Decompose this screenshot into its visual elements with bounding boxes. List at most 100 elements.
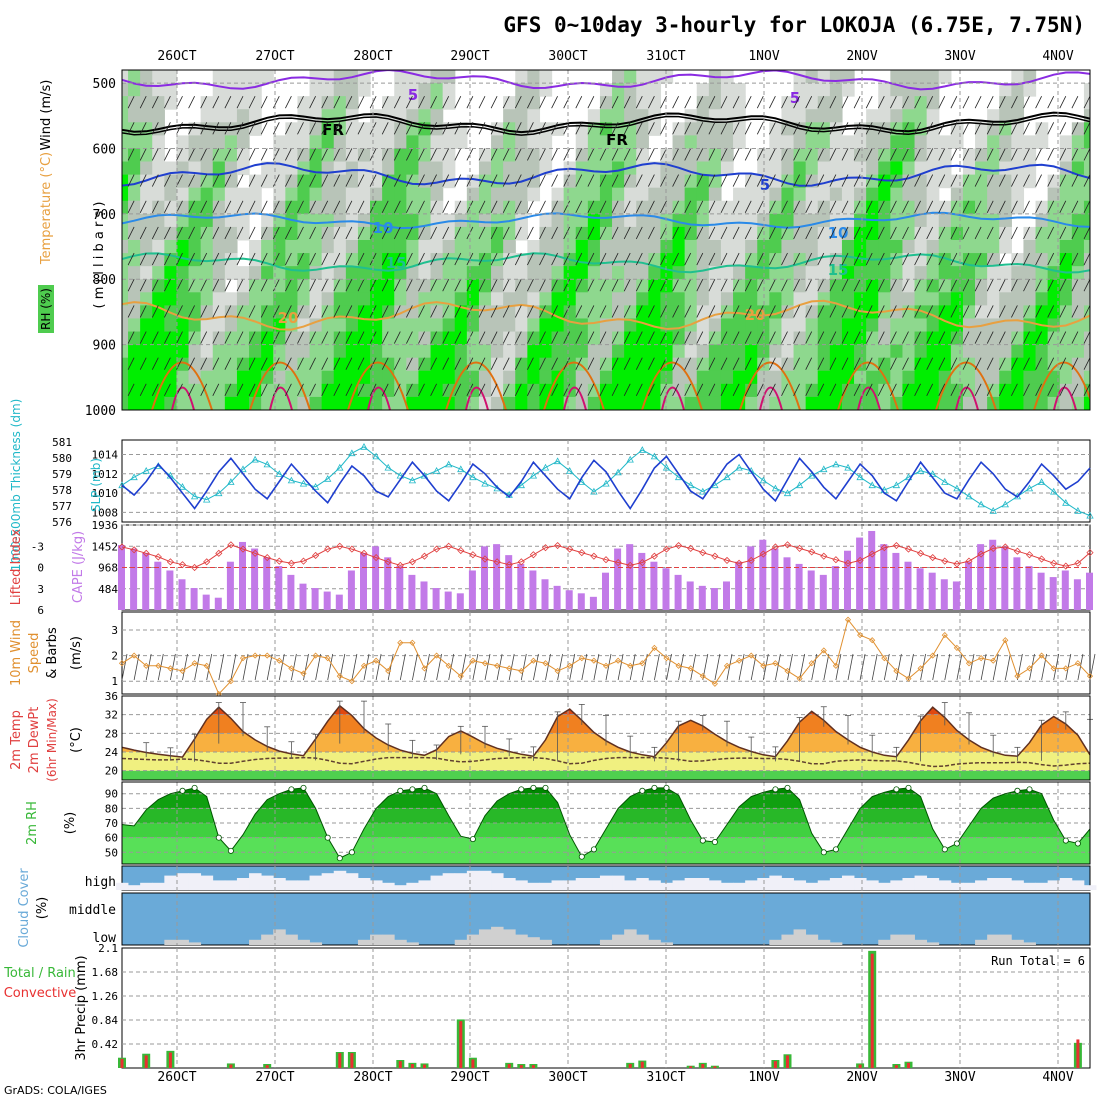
cape-bar-17 [323, 591, 331, 610]
rh-cell [902, 135, 916, 149]
rh-cell [333, 279, 347, 293]
rh-cell [345, 305, 359, 319]
cape-bar-79 [1073, 579, 1081, 610]
rh-cell [612, 70, 625, 84]
rh-cell [829, 213, 843, 228]
rh-cell [914, 266, 928, 280]
rh-cell [122, 174, 129, 189]
cloud-high-cell-40 [599, 875, 613, 890]
top-time-label-6: 1NOV [748, 49, 779, 64]
rh-cell [999, 135, 1012, 149]
rh-cell [321, 396, 335, 410]
cloud-high-cell-72 [987, 878, 1000, 890]
rh-cell [176, 213, 190, 228]
upper-wind-barb [285, 305, 292, 318]
rh-cell [962, 266, 976, 280]
upper-wind-barb [877, 357, 885, 370]
rh-cell [1059, 370, 1073, 385]
cape-bar-66 [916, 568, 924, 610]
upper-wind-barb [781, 357, 788, 370]
upper-wind-barb [502, 226, 510, 240]
rh-cell [648, 96, 662, 110]
upper-wind-barb [127, 148, 135, 161]
rh-point-45 [663, 784, 670, 791]
upper-wind-barb [188, 95, 195, 109]
precip-conv-bar-2 [144, 1055, 148, 1068]
rh-cell [854, 200, 867, 215]
rh-cell [975, 135, 988, 149]
rh-cell [757, 292, 770, 306]
rh-cell [122, 187, 129, 202]
rh-cell [854, 253, 867, 267]
rh-cell [866, 318, 879, 333]
rh-cell [793, 96, 807, 110]
upper-wind-barb [200, 279, 208, 292]
wind-point-47 [687, 665, 694, 672]
precip-conv-bar-62 [870, 953, 874, 1068]
upper-wind-barb [756, 174, 764, 187]
rh-cell [599, 292, 613, 306]
rh-cell [212, 161, 226, 176]
rh-cell [454, 240, 468, 254]
isotherm-25-lobe-0 [151, 361, 213, 410]
upper-wind-barb [333, 331, 341, 344]
upper-wind-barb [442, 331, 450, 344]
contour-label-3: FR [606, 131, 628, 149]
upper-wind-barb [490, 174, 498, 187]
rh-cell [829, 240, 843, 254]
rh-cell [224, 266, 238, 280]
upper-wind-barb [418, 305, 425, 318]
rh-cell [672, 148, 686, 163]
rh-cell [503, 305, 516, 319]
cape-bar-2 [142, 552, 150, 610]
rh-cell [587, 187, 601, 202]
cloud-high-cell-43 [636, 878, 649, 890]
upper-wind-barb [345, 226, 353, 240]
upper-wind-barb [1047, 305, 1055, 318]
upper-wind-barb [756, 331, 764, 344]
rh-cell [793, 187, 807, 202]
upper-wind-barb [393, 174, 401, 187]
precip-ytick-1: 0.84 [92, 1014, 119, 1027]
rh-cell [660, 305, 674, 319]
upper-wind-barb [1059, 252, 1067, 266]
rh-cell [612, 174, 625, 189]
upper-wind-barb [781, 279, 788, 292]
upper-wind-barb [502, 200, 510, 213]
li-point-61 [856, 556, 864, 564]
rh-cell [1035, 213, 1049, 228]
upper-wind-barb [635, 383, 643, 397]
wind-point-35 [542, 660, 549, 667]
rh-cell [733, 318, 746, 333]
rh-cell [914, 318, 928, 333]
rh-cell [829, 174, 843, 189]
upper-wind-barb [260, 95, 268, 109]
rh-cell [902, 187, 916, 202]
wind-barb-18 [339, 653, 346, 681]
rh-cell [382, 122, 395, 136]
rh-cell [224, 135, 238, 149]
rh-cell [261, 240, 274, 254]
upper-wind-barb [611, 357, 619, 370]
rh-cell [660, 331, 674, 346]
rh-cell [612, 240, 625, 254]
rh-cell [587, 318, 601, 333]
rh-cell [720, 357, 734, 372]
rh-cell [418, 344, 432, 359]
thickness-point-26 [432, 466, 441, 474]
rh-cell [357, 253, 371, 267]
upper-wind-barb [393, 252, 401, 266]
rh-cell [624, 305, 637, 319]
upper-wind-barb [309, 148, 316, 161]
upper-wind-barb [793, 305, 800, 318]
rh-cell [430, 213, 444, 228]
rh-cell [164, 331, 178, 346]
upper-wind-barb [732, 95, 740, 109]
upper-wind-barb [1047, 148, 1055, 161]
thickness-point-16 [311, 482, 320, 490]
upper-wind-barb [877, 331, 885, 344]
rh-cell [224, 240, 238, 254]
wind-point-16 [312, 652, 319, 659]
rh-cell [1023, 174, 1037, 189]
upper-wind-barb [829, 357, 837, 370]
